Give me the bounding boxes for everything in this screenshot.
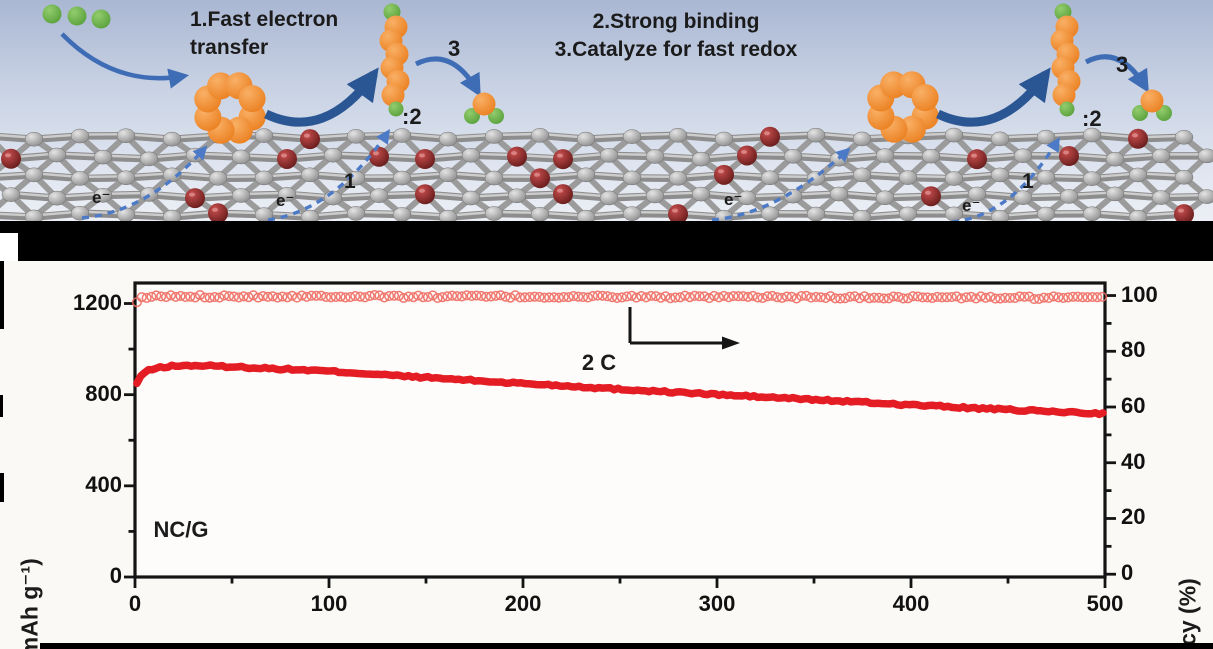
efficiency-series: [131, 289, 1108, 308]
dopant-atom: [507, 146, 527, 167]
panel-divider-bar: [0, 221, 1213, 261]
dopant-atom: [415, 184, 435, 205]
step3-line: 3.Catalyze for fast redox: [554, 38, 798, 61]
dopant-atom: [300, 129, 320, 150]
x-tick-label: 200: [504, 591, 542, 616]
y-right-tick-label: 0: [1121, 560, 1134, 586]
y-left-tick-label: 800: [85, 380, 122, 406]
marker-3-right: 3: [1116, 52, 1129, 77]
marker-2-right: :2: [1082, 106, 1102, 131]
strong-binding-arrow-left: [264, 67, 379, 127]
divider-notch: [0, 233, 18, 261]
dopant-atom: [553, 149, 573, 170]
dopant-atom: [1128, 128, 1148, 149]
right-axis-pointer-arrow: [628, 307, 740, 350]
dopant-atom: [967, 149, 987, 170]
crop-artifact-3: [0, 473, 4, 502]
chart-drawing: [124, 281, 1116, 588]
dopant-atom: [1, 148, 21, 169]
strong-binding-arrow-right: [936, 67, 1051, 127]
electron-label-2: e⁻: [276, 191, 295, 210]
dopant-atom: [760, 126, 780, 147]
dopant-atom: [208, 203, 228, 221]
crop-artifact-2: [0, 395, 3, 417]
dopant-atom: [369, 146, 389, 167]
bottom-crop-bar: [40, 643, 1213, 649]
redox-product-right: [1132, 89, 1172, 121]
catalyze-arrow-left: [414, 56, 481, 97]
y-right-tick-label: 100: [1121, 281, 1158, 307]
y-right-tick-label: 80: [1121, 337, 1146, 363]
catalyze-arrow-right: [1084, 54, 1149, 93]
step1-label: 1.Fast electron transfer: [190, 6, 338, 62]
schematic-drawing: [0, 0, 1213, 221]
dopant-atom: [277, 148, 297, 169]
y-left-tick-label: 400: [85, 471, 122, 497]
rate-annotation: 2 C: [581, 350, 617, 375]
electron-label-4: e⁻: [962, 196, 981, 215]
electron-path-1: [81, 145, 208, 220]
plot-area: [135, 283, 1105, 577]
marker-2-left: :2: [402, 104, 422, 129]
electron-path-3: [711, 147, 851, 221]
dopant-atom: [530, 168, 550, 189]
fast-electron-transfer-arrow-left: [60, 32, 189, 89]
schematic-panel: 1.Fast electron transfer 2.Strong bindin…: [0, 0, 1213, 221]
marker-1-right: 1: [1022, 170, 1034, 193]
dopant-atom: [921, 186, 941, 207]
marker-1-left: 1: [344, 170, 356, 193]
marker-3-left: 3: [448, 36, 461, 61]
sample-annotation: NC/G: [153, 517, 209, 542]
y-axis-label-right: Coulombic Efficency (%): [1175, 578, 1202, 649]
y-right-tick-label: 60: [1121, 393, 1146, 418]
x-tick-label: 0: [128, 591, 142, 616]
dopant-atom: [415, 149, 435, 170]
step1-line2: transfer: [190, 36, 269, 59]
y-left-tick-label: 0: [109, 563, 122, 588]
step2-line: 2.Strong binding: [592, 10, 760, 33]
y-right-tick-label: 40: [1121, 448, 1146, 474]
crop-artifact-1: [0, 261, 4, 329]
dopant-atom: [668, 204, 688, 221]
capacity-series: [133, 361, 1107, 419]
dopant-atom: [1059, 146, 1079, 167]
dopant-atom: [714, 164, 734, 185]
polysulfide-chain-right: [1050, 3, 1081, 117]
electron-label-3: e⁻: [724, 190, 743, 209]
step1-line1: 1.Fast electron: [190, 8, 339, 31]
lithium-ion-trio: [42, 4, 111, 29]
y-left-tick-label: 1200: [73, 289, 122, 315]
x-tick-label: 100: [310, 591, 348, 616]
redox-product-left: [464, 92, 504, 124]
electron-path-4: [951, 136, 1060, 221]
x-tick-label: 300: [698, 591, 736, 616]
dopant-atom: [737, 145, 757, 166]
polysulfide-ring-right: [867, 71, 939, 143]
electron-label-1: e⁻: [92, 188, 111, 207]
y-right-tick-label: 20: [1121, 504, 1146, 530]
dopant-atom: [1174, 204, 1194, 221]
cycling-chart-panel: Specific Capacity (mAh g⁻¹) Coulombic Ef…: [0, 261, 1213, 649]
x-tick-label: 400: [892, 591, 930, 616]
polysulfide-chain-left: [379, 3, 410, 117]
dopant-atom: [553, 184, 573, 205]
electron-path-2: [267, 129, 391, 221]
x-tick-label: 500: [1086, 591, 1124, 616]
dopant-atom: [185, 188, 205, 209]
polysulfide-ring-left: [194, 72, 266, 144]
step2-step3-label: 2.Strong binding 3.Catalyze for fast red…: [494, 8, 858, 64]
